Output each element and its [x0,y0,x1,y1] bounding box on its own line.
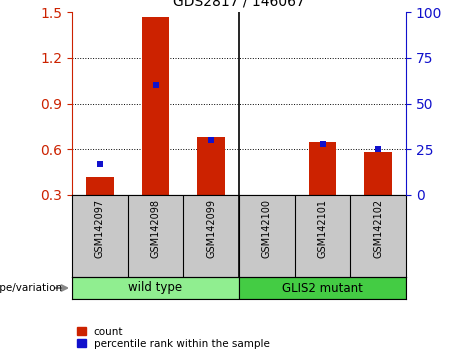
Bar [239,277,406,299]
Bar [308,142,337,195]
Text: genotype/variation: genotype/variation [0,283,63,293]
Text: GSM142101: GSM142101 [318,199,327,258]
Text: GSM142098: GSM142098 [150,199,160,258]
Bar [72,277,239,299]
Bar [364,152,392,195]
Text: GSM142097: GSM142097 [95,199,105,258]
Text: GSM142099: GSM142099 [206,199,216,258]
Bar [197,137,225,195]
Title: GDS2817 / 146067: GDS2817 / 146067 [173,0,305,8]
Text: GLIS2 mutant: GLIS2 mutant [282,281,363,295]
Text: GSM142102: GSM142102 [373,199,383,258]
Text: GSM142100: GSM142100 [262,199,272,258]
Legend: count, percentile rank within the sample: count, percentile rank within the sample [77,327,270,349]
Bar [86,177,114,195]
Bar [142,17,169,195]
Text: wild type: wild type [129,281,183,295]
